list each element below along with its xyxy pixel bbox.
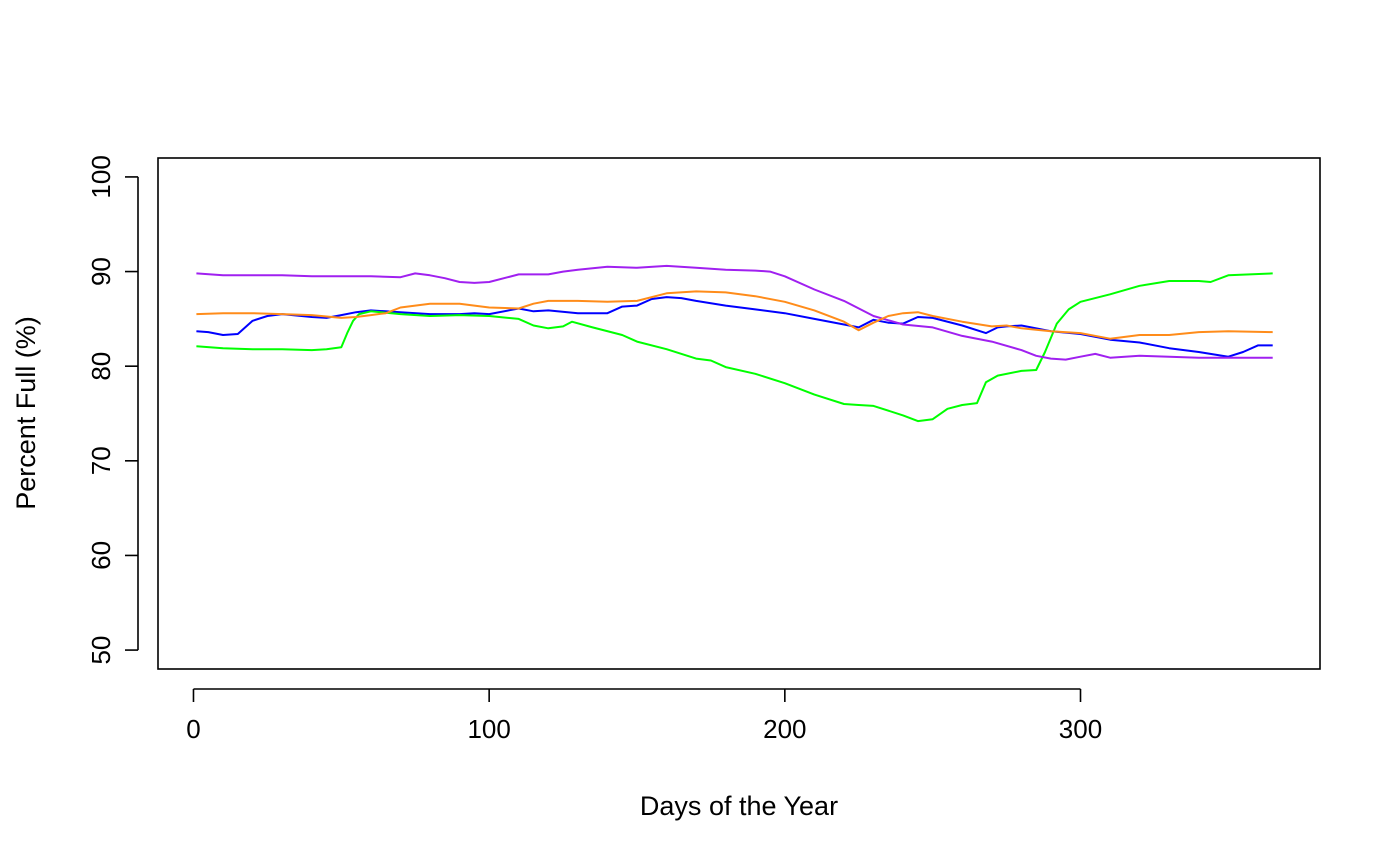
series-line-4 [196, 290, 1273, 340]
series-line-2 [196, 272, 1273, 423]
x-axis-title: Days of the Year [640, 791, 838, 821]
y-tick-label: 80 [86, 352, 116, 381]
x-tick-label: 0 [186, 714, 200, 744]
y-tick-label: 50 [86, 636, 116, 665]
series-line-3 [196, 264, 1273, 361]
y-axis: 50 60 70 80 90 100 [86, 155, 139, 665]
x-tick-label: 200 [763, 714, 806, 744]
series-layer [196, 264, 1273, 423]
series-line-1 [196, 296, 1273, 358]
plot-frame [157, 157, 1321, 670]
y-axis-title: Percent Full (%) [11, 316, 41, 510]
y-tick-label: 70 [86, 446, 116, 475]
x-tick-label: 100 [467, 714, 510, 744]
x-tick-label: 300 [1059, 714, 1102, 744]
x-axis: 0 100 200 300 [186, 688, 1102, 744]
y-tick-label: 90 [86, 257, 116, 286]
y-tick-label: 100 [86, 155, 116, 198]
y-tick-label: 60 [86, 541, 116, 570]
